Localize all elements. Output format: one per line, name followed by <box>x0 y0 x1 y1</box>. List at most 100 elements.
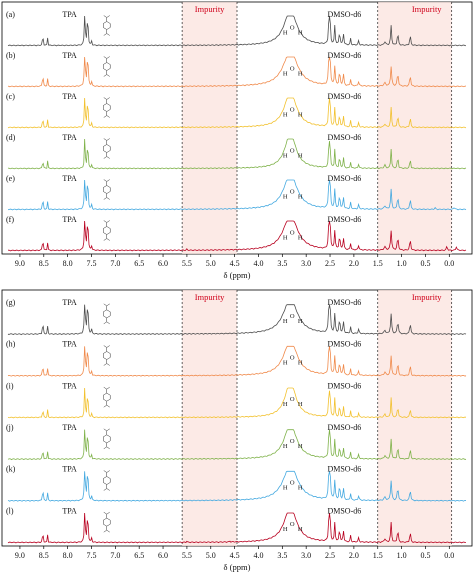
carboxyl-groups <box>103 428 110 450</box>
x-tick-label: 3.0 <box>301 259 311 268</box>
terephthalic-acid-structure <box>103 511 111 533</box>
terephthalic-acid-structure <box>103 97 111 118</box>
water-label: H <box>283 234 288 241</box>
spectrum-line <box>7 304 467 336</box>
x-tick-label: 4.0 <box>253 259 263 268</box>
tpa-label: TPA <box>62 10 77 19</box>
benzene-ring <box>103 476 111 485</box>
dmso-label: DMSO-d6 <box>327 340 361 349</box>
tpa-label: TPA <box>62 298 77 307</box>
dmso-label: DMSO-d6 <box>327 465 361 474</box>
series-label: (g) <box>6 298 16 307</box>
terephthalic-acid-structure <box>103 386 111 408</box>
spectrum-g: (g) TPA HOH DMSO-d6 <box>6 298 467 336</box>
impurity-label: Impurity <box>412 292 442 302</box>
water-label: H <box>283 526 288 533</box>
spectrum-line <box>7 97 467 129</box>
spectrum-line <box>7 387 467 419</box>
water-label: H <box>283 318 288 325</box>
x-tick-label: 9.0 <box>15 551 25 560</box>
benzene-ring <box>103 21 111 30</box>
dmso-label: DMSO-d6 <box>327 92 361 101</box>
water-label: O <box>290 188 295 195</box>
spectrum-b: (b) TPA HOH DMSO-d6 <box>6 51 467 88</box>
tpa-label: TPA <box>62 465 77 474</box>
water-label: H <box>298 485 303 492</box>
carboxyl-groups <box>103 179 110 200</box>
x-tick-label: 0.5 <box>420 551 430 560</box>
spectrum-e: (e) TPA HOH DMSO-d6 <box>6 174 467 211</box>
x-tick-label: 1.5 <box>373 551 383 560</box>
spectrum-h: (h) TPA HOH DMSO-d6 <box>6 340 467 377</box>
water-label: H <box>298 193 303 200</box>
water-label: H <box>283 193 288 200</box>
impurity-region <box>182 2 237 254</box>
benzene-ring <box>103 226 111 235</box>
benzene-ring <box>103 185 111 194</box>
series-label: (b) <box>6 51 16 60</box>
dmso-label: DMSO-d6 <box>327 423 361 432</box>
terephthalic-acid-structure <box>103 470 111 491</box>
carboxyl-groups <box>103 138 110 159</box>
x-tick-label: 7.5 <box>86 551 96 560</box>
x-tick-label: 5.5 <box>182 259 192 268</box>
x-tick-label: 1.5 <box>373 259 383 268</box>
water-label: O <box>290 147 295 154</box>
x-tick-label: 3.0 <box>301 551 311 560</box>
spectrum-d: (d) TPA HOH DMSO-d6 <box>6 133 467 170</box>
spectrum-f: (f) TPA HOH DMSO-d6 <box>6 215 467 252</box>
carboxyl-groups <box>103 511 110 533</box>
benzene-ring <box>103 517 111 527</box>
tpa-label: TPA <box>62 51 77 60</box>
water-label: H <box>283 29 288 36</box>
water-label: O <box>290 396 295 403</box>
water-label: O <box>290 355 295 362</box>
water-label: H <box>298 443 303 450</box>
spectrum-line <box>7 179 467 211</box>
water-label: H <box>298 526 303 533</box>
spectrum-line <box>7 345 467 377</box>
tpa-label: TPA <box>62 506 77 515</box>
x-tick-label: 3.5 <box>277 551 287 560</box>
x-tick-label: 5.0 <box>206 551 216 560</box>
dmso-label: DMSO-d6 <box>327 51 361 60</box>
dmso-label: DMSO-d6 <box>327 215 361 224</box>
tpa-label: TPA <box>62 133 77 142</box>
spectrum-line <box>7 512 467 544</box>
terephthalic-acid-structure <box>103 345 111 366</box>
water-label: H <box>298 401 303 408</box>
tpa-label: TPA <box>62 340 77 349</box>
carboxyl-groups <box>103 97 110 118</box>
benzene-ring <box>103 392 111 402</box>
benzene-ring <box>103 434 111 444</box>
x-tick-label: 8.5 <box>39 551 49 560</box>
x-tick-label: 3.5 <box>277 259 287 268</box>
water-label: O <box>290 438 295 445</box>
terephthalic-acid-structure <box>103 56 111 77</box>
spectrum-k: (k) TPA HOH DMSO-d6 <box>6 465 467 502</box>
water-label: O <box>290 229 295 236</box>
water-label: H <box>298 29 303 36</box>
x-tick-label: 8.0 <box>63 259 73 268</box>
x-tick-label: 9.0 <box>15 259 25 268</box>
terephthalic-acid-structure <box>103 15 111 36</box>
tpa-label: TPA <box>62 381 77 390</box>
impurity-label: Impurity <box>195 4 225 14</box>
water-label: H <box>283 485 288 492</box>
x-axis-title: δ (ppm) <box>224 270 251 280</box>
water-label: H <box>283 70 288 77</box>
dmso-label: DMSO-d6 <box>327 298 361 307</box>
x-tick-label: 0.5 <box>420 259 430 268</box>
impurity-label: Impurity <box>412 4 442 14</box>
impurity-region <box>377 2 452 254</box>
series-label: (h) <box>6 340 16 349</box>
terephthalic-acid-structure <box>103 303 111 325</box>
series-label: (k) <box>6 465 16 474</box>
series-label: (i) <box>6 381 14 390</box>
spectrum-line <box>7 470 467 502</box>
x-tick-label: 7.0 <box>110 259 120 268</box>
